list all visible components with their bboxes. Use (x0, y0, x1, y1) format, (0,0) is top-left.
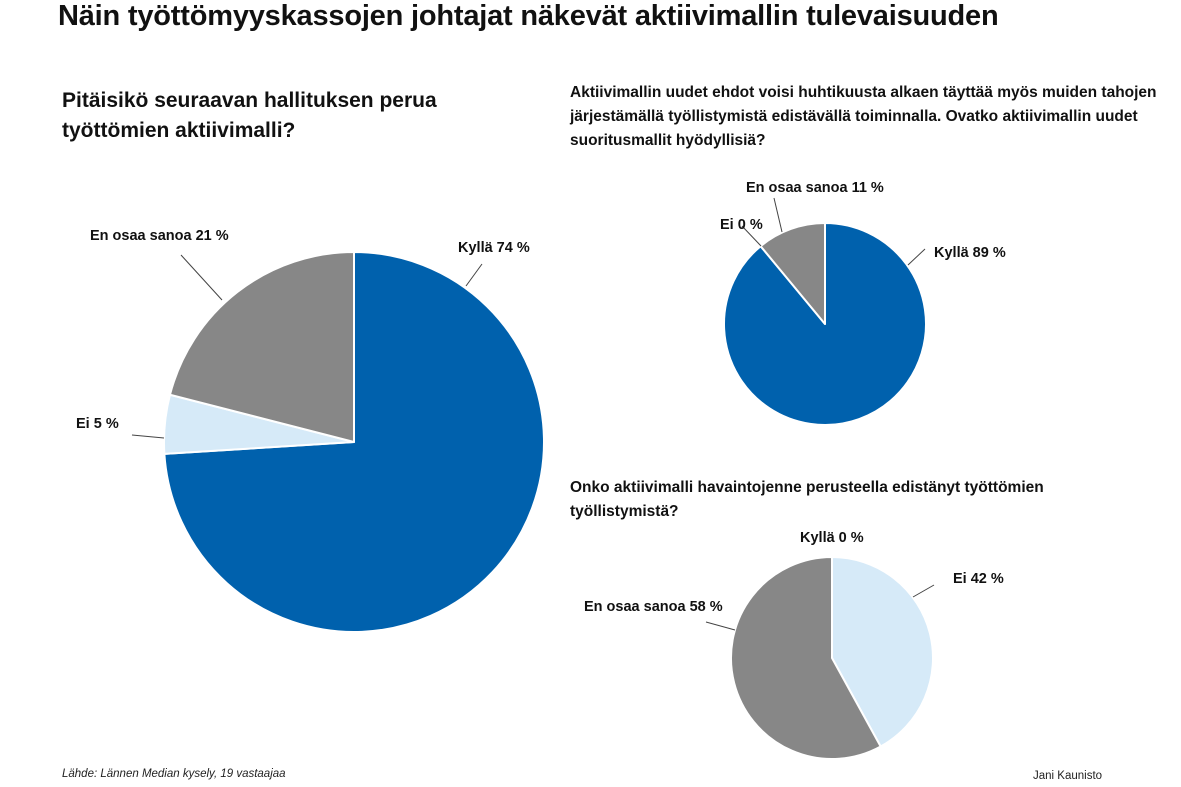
pie-1-leader-en-osaa-sanoa (180, 254, 223, 301)
pie-1-label-kyll-: Kyllä 74 % (458, 240, 530, 256)
author-credit: Jani Kaunisto (1033, 770, 1103, 782)
pie-3-leader-ei (912, 584, 935, 598)
pie-chart-1: Kyllä 74 % Ei 5 % En osaa sanoa 21 % (76, 228, 545, 633)
pie-2-leader-kyll- (907, 248, 926, 266)
pie-1-slice-en-osaa-sanoa (168, 251, 355, 443)
pie-chart-3: Kyllä 0 % Ei 42 % En osaa sanoa 58 % (584, 530, 1004, 760)
pie-3-label-kyll-: Kyllä 0 % (800, 530, 864, 546)
pie-2-label-ei: Ei 0 % (720, 217, 763, 233)
pie-3-label-ei: Ei 42 % (953, 571, 1004, 587)
pie-1-label-en-osaa-sanoa: En osaa sanoa 21 % (90, 228, 229, 244)
pie-2-leader-en-osaa-sanoa (773, 197, 783, 233)
pie-2-label-en-osaa-sanoa: En osaa sanoa 11 % (746, 180, 884, 196)
chart-2-question: Aktiivimallin uudet ehdot voisi huhtikuu… (570, 84, 1157, 149)
pie-1-leader-ei (131, 434, 165, 439)
pie-chart-2: Kyllä 89 % Ei 0 % En osaa sanoa 11 % (720, 180, 1006, 426)
pie-1-leader-kyll- (465, 263, 483, 287)
main-title: Näin työttömyyskassojen johtajat näkevät… (58, 0, 999, 32)
pie-3-slice-ei (831, 556, 934, 748)
pie-2-leader-ei (741, 225, 762, 247)
pie-2-slice-en-osaa-sanoa (759, 222, 826, 325)
chart-1-question: Pitäisikö seuraavan hallituksen perua ty… (62, 89, 437, 142)
pie-3-leader-en-osaa-sanoa (705, 621, 736, 631)
source-note: Lähde: Lännen Median kysely, 19 vastaaja… (62, 768, 286, 780)
chart-3-question: Onko aktiivimalli havaintojenne perustee… (570, 479, 1044, 520)
pie-3-slice-en-osaa-sanoa (730, 556, 882, 760)
pie-1-label-ei: Ei 5 % (76, 416, 119, 432)
pie-2-label-kyll-: Kyllä 89 % (934, 245, 1006, 261)
pie-3-label-en-osaa-sanoa: En osaa sanoa 58 % (584, 599, 723, 615)
